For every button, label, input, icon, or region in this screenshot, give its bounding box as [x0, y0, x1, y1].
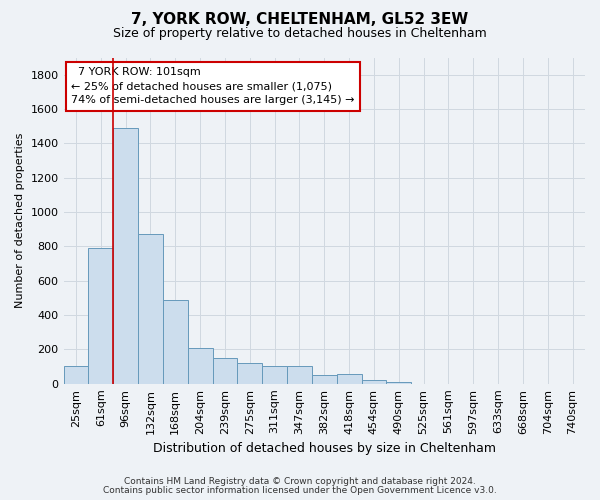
- Text: Contains HM Land Registry data © Crown copyright and database right 2024.: Contains HM Land Registry data © Crown c…: [124, 477, 476, 486]
- Text: Size of property relative to detached houses in Cheltenham: Size of property relative to detached ho…: [113, 28, 487, 40]
- Text: 7 YORK ROW: 101sqm  
← 25% of detached houses are smaller (1,075)
74% of semi-de: 7 YORK ROW: 101sqm ← 25% of detached hou…: [71, 68, 355, 106]
- Bar: [212, 358, 238, 384]
- Y-axis label: Number of detached properties: Number of detached properties: [15, 133, 25, 308]
- Bar: [64, 366, 88, 384]
- Text: 7, YORK ROW, CHELTENHAM, GL52 3EW: 7, YORK ROW, CHELTENHAM, GL52 3EW: [131, 12, 469, 28]
- Text: Contains public sector information licensed under the Open Government Licence v3: Contains public sector information licen…: [103, 486, 497, 495]
- Bar: [163, 300, 188, 384]
- Bar: [88, 248, 113, 384]
- Bar: [138, 234, 163, 384]
- Bar: [238, 363, 262, 384]
- X-axis label: Distribution of detached houses by size in Cheltenham: Distribution of detached houses by size …: [153, 442, 496, 455]
- Bar: [312, 375, 337, 384]
- Bar: [386, 382, 411, 384]
- Bar: [262, 366, 287, 384]
- Bar: [188, 348, 212, 384]
- Bar: [287, 366, 312, 384]
- Bar: [113, 128, 138, 384]
- Bar: [362, 380, 386, 384]
- Bar: [337, 374, 362, 384]
